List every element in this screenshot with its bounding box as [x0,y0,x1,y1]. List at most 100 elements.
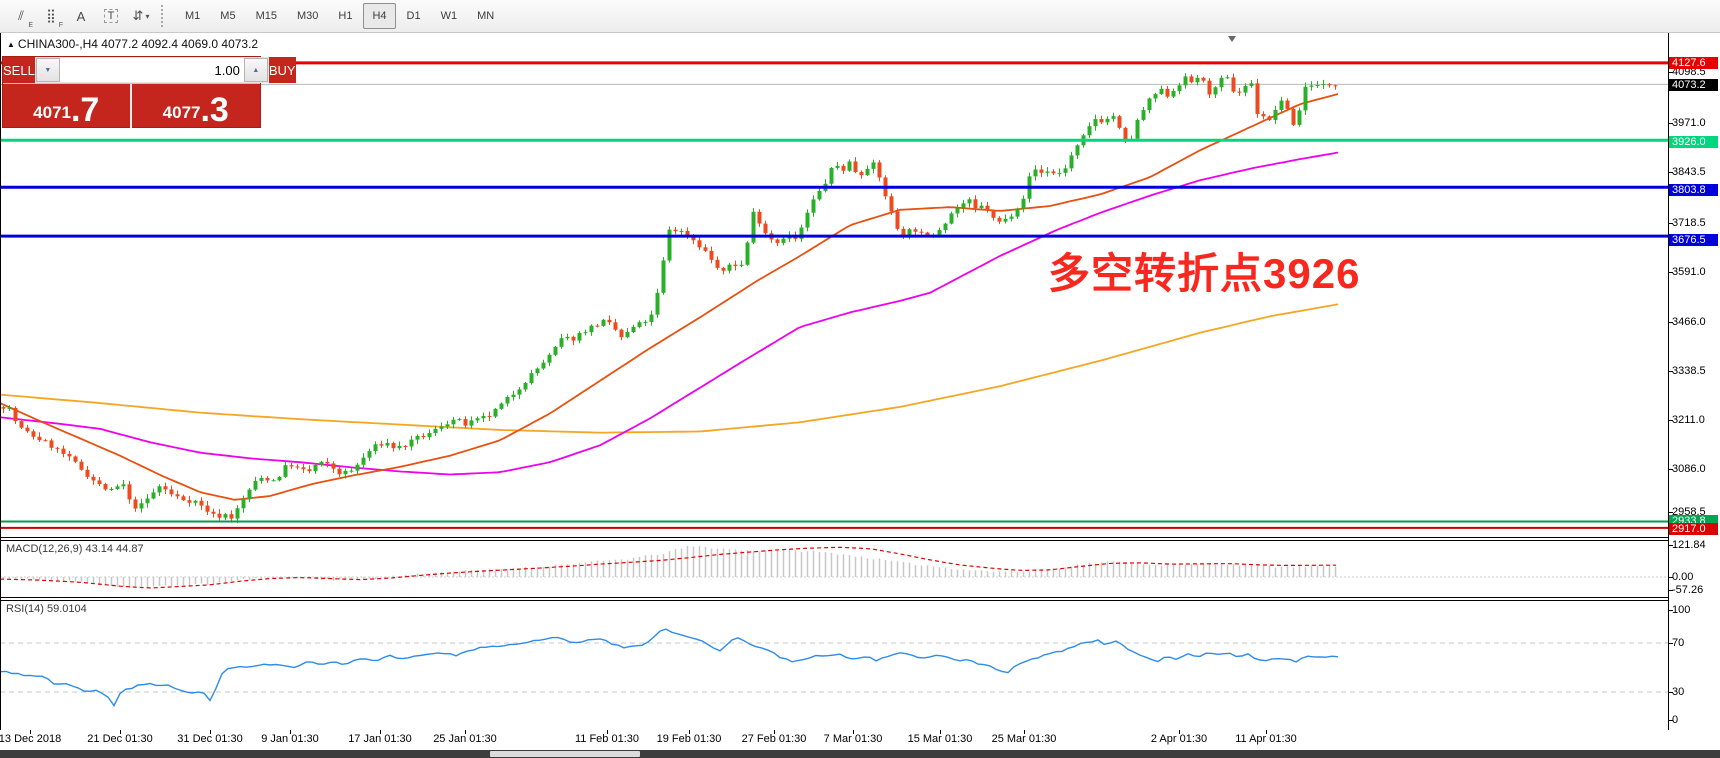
horizontal-scrollbar[interactable] [0,750,1720,758]
time-tick-label: 25 Mar 01:30 [991,733,1057,745]
textbox-t-tool-icon: T [103,9,119,23]
sell-price[interactable]: 4071.7 [3,84,132,128]
quote-title-text: CHINA300-,H4 4077.2 4092.4 4069.0 4073.2 [17,37,259,51]
time-tick-label: 2 Apr 01:30 [1150,733,1208,745]
axis-tick [1669,469,1673,470]
time-axis: 13 Dec 2018 21 Dec 01:30 31 Dec 01:30 9 Jan… [0,730,1669,750]
rsi-label: RSI(14) 59.0104 [6,603,87,615]
sell-button[interactable]: SELL [3,57,35,83]
collapse-arrow-icon[interactable]: ▲ [7,40,15,49]
toolbar-grip [161,5,168,27]
price-tick-label: 3211.0 [1672,414,1705,426]
time-tick [465,730,466,734]
time-tick-label: 25 Jan 01:30 [433,733,497,745]
axis-tick [1669,577,1673,578]
volume-decrease-button[interactable]: ▼ [35,58,60,82]
timeframe-button-m30[interactable]: M30 [296,10,319,22]
time-tick-label: 9 Jan 01:30 [261,733,319,745]
timeframe-button-h4[interactable]: H4 [363,3,396,29]
price-tick-label: 3591.0 [1672,266,1706,278]
price-tag-3803.8: 3803.8 [1669,184,1718,196]
time-tick-label: 13 Dec 2018 [0,733,62,745]
axis-tick [1669,512,1673,513]
buy-button[interactable]: BUY [268,57,296,83]
dropdown-caret-icon[interactable]: ▾ [145,11,150,21]
main-macd-divider[interactable] [0,537,1669,538]
price-tick-label: 3466.0 [1672,316,1706,328]
grid-f-tool-icon[interactable]: ⣿ F [37,2,65,30]
macd-panel[interactable] [0,540,1669,598]
macd-top-border [0,540,1669,541]
tool-subscript: E [28,22,33,29]
timeframe-button-d1[interactable]: D1 [406,10,421,22]
indicator-tick-label: 70 [1672,637,1685,649]
time-tick-label: 11 Feb 01:30 [574,733,640,745]
chart-annotation-text: 多空转折点3926 [1048,250,1361,297]
buy-price[interactable]: 4077.3 [132,84,261,128]
price-tick-label: 3718.5 [1672,217,1706,229]
time-tick [689,730,690,734]
time-tick [1024,730,1025,734]
price-tick-label: 3086.0 [1672,463,1706,475]
axis-tick [1669,172,1673,173]
time-tick [774,730,775,734]
sell-price-main: 4071 [33,103,71,122]
chart-left-border [0,33,1,750]
time-tick-label: 21 Dec 01:30 [87,733,153,745]
tool-subscript: F [58,22,63,29]
text-a-tool-icon[interactable]: A [67,2,95,30]
timeframe-button-m1[interactable]: M1 [185,10,201,22]
ma-fast-red-line [0,93,1339,501]
time-tick [380,730,381,734]
axis-tick [1669,420,1673,421]
buy-price-fraction: .3 [200,90,229,129]
volume-input[interactable] [59,58,244,82]
time-tick-label: 17 Jan 01:30 [348,733,412,745]
price-tag-4073.2: 4073.2 [1669,79,1718,91]
axis-tick [1669,72,1673,73]
indicator-tick-label: 0 [1672,714,1679,726]
axis-tick [1669,720,1673,721]
scrollbar-thumb[interactable] [490,751,640,757]
volume-box: ▼ ▲ [34,57,269,83]
axis-tick [1669,545,1673,546]
timeframe-button-h1[interactable]: H1 [338,10,353,22]
main-price-chart[interactable] [0,33,1669,538]
axis-tick [1669,643,1673,644]
timeframe-button-m15[interactable]: M15 [255,10,277,22]
macd-label: MACD(12,26,9) 43.14 44.87 [6,543,144,555]
volume-increase-button[interactable]: ▲ [243,58,268,82]
textbox-t-tool-icon[interactable]: T [97,2,125,30]
price-tag-4127.6: 4127.6 [1669,57,1718,69]
timeframe-button-mn[interactable]: MN [477,10,495,22]
hatch-e-tool-icon[interactable]: ⫽ E [7,2,35,30]
price-tag-2917.0: 2917.0 [1669,523,1718,535]
arrange-arrows-tool-icon: ⇵ [132,8,144,23]
macd-rsi-divider[interactable] [0,597,1669,598]
time-tick-label: 15 Mar 01:30 [907,733,973,745]
sell-price-fraction: .7 [70,90,100,129]
axis-tick [1669,223,1673,224]
timeframe-button-w1[interactable]: W1 [440,10,458,22]
axis-tick [1669,371,1673,372]
quote-title: ▲ CHINA300-,H4 4077.2 4092.4 4069.0 4073.… [7,37,258,51]
time-tick [210,730,211,734]
hatch-e-tool-icon: ⫽ [18,8,24,23]
candles [1,73,1338,524]
indicator-tick-label: 0.00 [1672,571,1694,583]
time-tick [853,730,854,734]
time-tick-label: 27 Feb 01:30 [741,733,807,745]
time-tick [607,730,608,734]
grid-f-tool-icon: ⣿ [46,8,56,23]
price-tag-3676.5: 3676.5 [1669,234,1718,246]
arrange-arrows-tool-icon[interactable]: ⇵ ▾ [127,2,155,30]
axis-tick [1669,590,1673,591]
chart-shift-marker-icon [1228,36,1236,42]
price-tick-label: 3971.0 [1672,117,1706,129]
timeframe-button-m5[interactable]: M5 [220,10,236,22]
time-tick-label: 31 Dec 01:30 [177,733,243,745]
time-tick [30,730,31,734]
rsi-panel[interactable] [0,600,1669,730]
text-a-tool-icon: A [76,8,86,24]
